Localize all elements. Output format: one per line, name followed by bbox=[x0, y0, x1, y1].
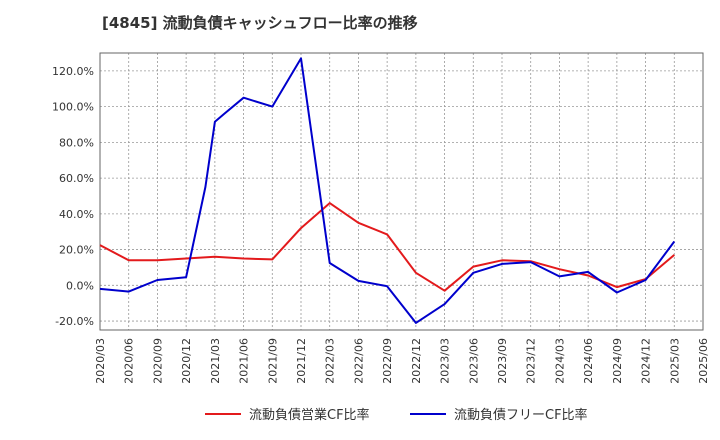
y-tick-label: 40.0% bbox=[59, 208, 94, 221]
legend-item-operating-cf: 流動負債営業CF比率 bbox=[205, 404, 370, 423]
x-axis-ticks: 2020/03 2020/06 2020/09 2020/12 2021/03 2021/… bbox=[94, 338, 710, 384]
y-tick-label: 60.0% bbox=[59, 172, 94, 185]
legend-swatch-red bbox=[205, 412, 241, 415]
y-tick-label: 120.0% bbox=[52, 65, 94, 78]
x-tick-label: 2022/12 bbox=[410, 338, 423, 384]
x-tick-label: 2023/06 bbox=[467, 338, 480, 384]
x-tick-label: 2020/09 bbox=[151, 338, 164, 384]
x-tick-label: 2020/03 bbox=[94, 338, 107, 384]
legend-item-free-cf: 流動負債フリーCF比率 bbox=[410, 404, 588, 423]
x-tick-label: 2022/09 bbox=[381, 338, 394, 384]
series-layer bbox=[99, 57, 676, 324]
legend-label-operating-cf: 流動負債営業CF比率 bbox=[249, 408, 370, 423]
grid-layer bbox=[100, 53, 703, 330]
series-line-free-cf bbox=[99, 57, 676, 324]
y-tick-label: -20.0% bbox=[55, 315, 94, 328]
legend-swatch-blue bbox=[410, 412, 446, 415]
x-tick-label: 2025/03 bbox=[668, 338, 681, 384]
y-tick-label: 80.0% bbox=[59, 136, 94, 149]
plot-frame bbox=[99, 52, 704, 331]
x-tick-label: 2023/09 bbox=[496, 338, 509, 384]
y-axis-ticks: -20.0% 0.0% 20.0% 40.0% 60.0% 80.0% 100.0% 120.… bbox=[52, 65, 94, 328]
y-tick-label: 20.0% bbox=[59, 244, 94, 257]
x-tick-label: 2021/03 bbox=[209, 338, 222, 384]
legend: 流動負債営業CF比率 流動負債フリーCF比率 bbox=[0, 404, 720, 426]
x-tick-label: 2020/06 bbox=[123, 338, 136, 384]
x-tick-label: 2025/06 bbox=[697, 338, 710, 384]
x-tick-label: 2021/09 bbox=[266, 338, 279, 384]
x-tick-label: 2020/12 bbox=[180, 338, 193, 384]
x-tick-label: 2023/03 bbox=[439, 338, 452, 384]
x-tick-label: 2022/03 bbox=[324, 338, 337, 384]
legend-label-free-cf: 流動負債フリーCF比率 bbox=[454, 408, 588, 423]
y-tick-label: 100.0% bbox=[52, 101, 94, 114]
x-tick-label: 2022/06 bbox=[352, 338, 365, 384]
x-tick-label: 2024/12 bbox=[640, 338, 653, 384]
chart-title: [4845] 流動負債キャッシュフロー比率の推移 bbox=[102, 14, 418, 32]
x-tick-label: 2024/09 bbox=[611, 338, 624, 384]
y-tick-label: 0.0% bbox=[66, 279, 94, 292]
x-tick-label: 2021/06 bbox=[238, 338, 251, 384]
x-tick-label: 2021/12 bbox=[295, 338, 308, 384]
x-tick-label: 2024/06 bbox=[582, 338, 595, 384]
x-tick-label: 2024/03 bbox=[553, 338, 566, 384]
x-tick-label: 2023/12 bbox=[525, 338, 538, 384]
